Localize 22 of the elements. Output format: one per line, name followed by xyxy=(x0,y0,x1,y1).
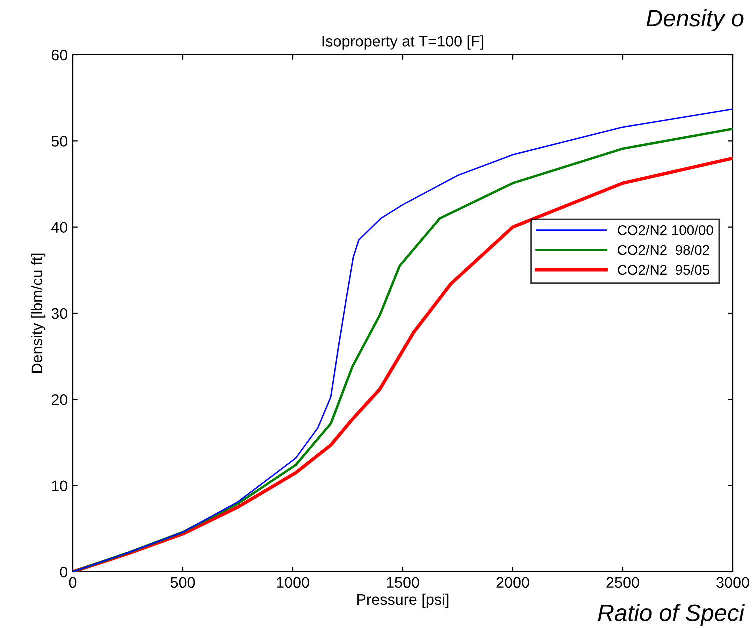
legend-label: CO2/N2 98/02 xyxy=(618,244,710,256)
x-tick-label: 2000 xyxy=(496,577,530,588)
legend-label: CO2/N2 95/05 xyxy=(618,264,710,276)
x-tick-label: 500 xyxy=(170,577,196,588)
legend-label: CO2/N2 100/00 xyxy=(618,225,714,236)
y-tick-label: 20 xyxy=(52,394,68,406)
x-tick-label: 2500 xyxy=(606,577,640,588)
text: Density o xyxy=(646,9,744,32)
y-tick-label: 50 xyxy=(52,136,68,147)
y-tick-label: 40 xyxy=(52,222,68,234)
y-tick-label: 30 xyxy=(52,308,68,320)
y-axis-title: Density [lbm/cu ft] xyxy=(31,254,46,373)
y-tick-label: 60 xyxy=(52,50,68,61)
chart-title: Isoproperty at T=100 [F] xyxy=(322,36,484,50)
y-tick-label: 0 xyxy=(60,566,68,578)
x-tick-label: 0 xyxy=(69,577,77,588)
x-tick-label: 1000 xyxy=(277,577,310,588)
x-axis-title: Pressure [psi] xyxy=(358,594,449,608)
x-tick-label: 1500 xyxy=(387,577,420,588)
text: Ratio of Speci xyxy=(598,604,746,626)
x-tick-label: 3000 xyxy=(716,577,750,588)
y-tick-label: 10 xyxy=(52,480,68,492)
